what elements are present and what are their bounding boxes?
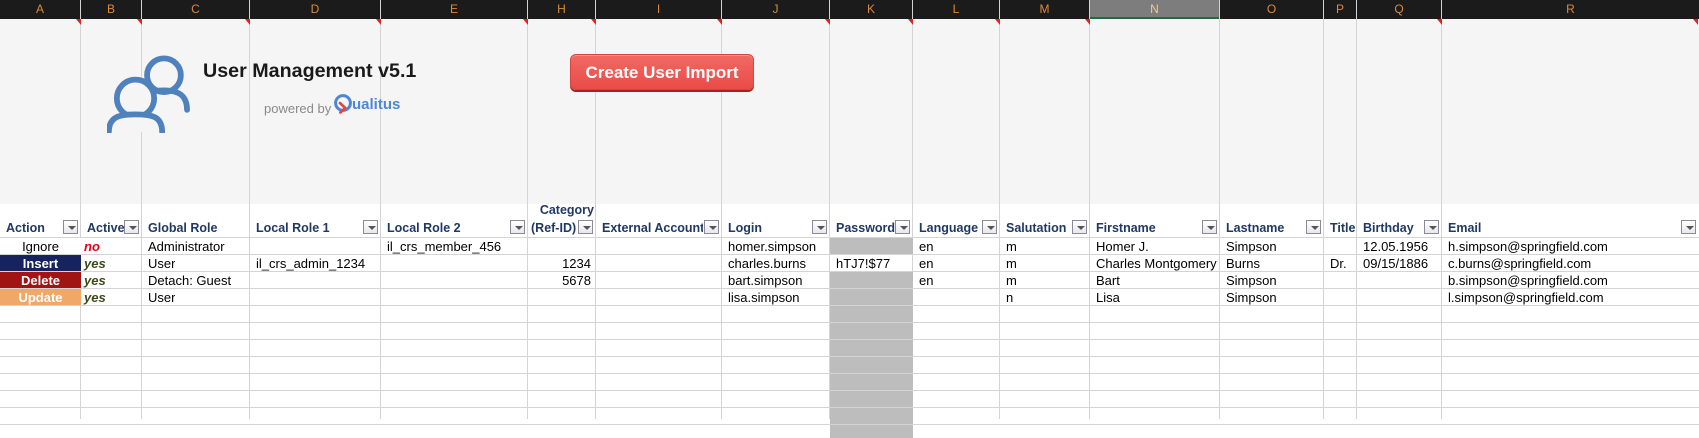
svg-text:ualitus: ualitus [352,96,400,113]
